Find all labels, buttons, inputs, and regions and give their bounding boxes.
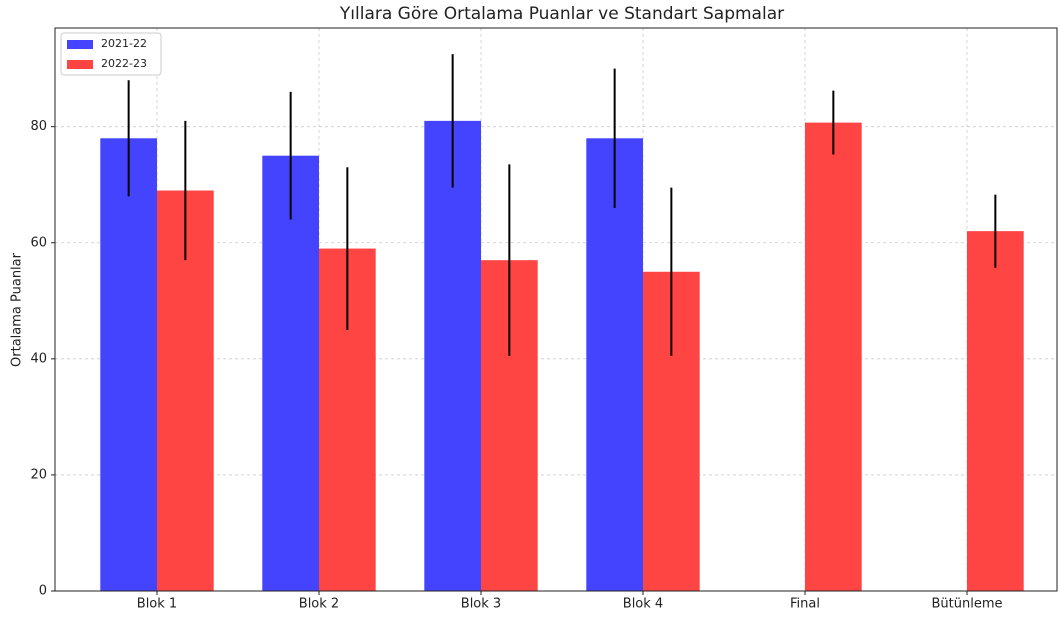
legend-swatch xyxy=(67,40,93,49)
x-tick-label: Blok 4 xyxy=(623,597,663,612)
y-axis-label: Ortalama Puanlar xyxy=(10,252,25,367)
y-tick-label: 20 xyxy=(30,467,47,482)
legend-swatch xyxy=(67,60,93,69)
y-tick-label: 60 xyxy=(30,235,47,250)
legend-label: 2021-22 xyxy=(101,37,147,50)
bar xyxy=(967,231,1024,591)
bar xyxy=(805,122,862,592)
bar xyxy=(586,138,643,591)
x-tick-label: Bütünleme xyxy=(931,597,1002,612)
x-tick-label: Final xyxy=(790,597,820,612)
plot-frame xyxy=(54,27,1058,592)
x-tick-label: Blok 2 xyxy=(299,597,339,612)
x-tick-label: Blok 3 xyxy=(461,597,501,612)
y-tick-label: 0 xyxy=(39,584,47,599)
y-tick-label: 80 xyxy=(30,119,47,134)
y-tick-label: 40 xyxy=(30,351,47,366)
legend-label: 2022-23 xyxy=(101,57,147,70)
chart-title: Yıllara Göre Ortalama Puanlar ve Standar… xyxy=(339,4,784,24)
x-tick-label: Blok 1 xyxy=(137,597,177,612)
bar xyxy=(100,138,157,591)
bar xyxy=(424,120,481,592)
bar xyxy=(262,155,319,591)
